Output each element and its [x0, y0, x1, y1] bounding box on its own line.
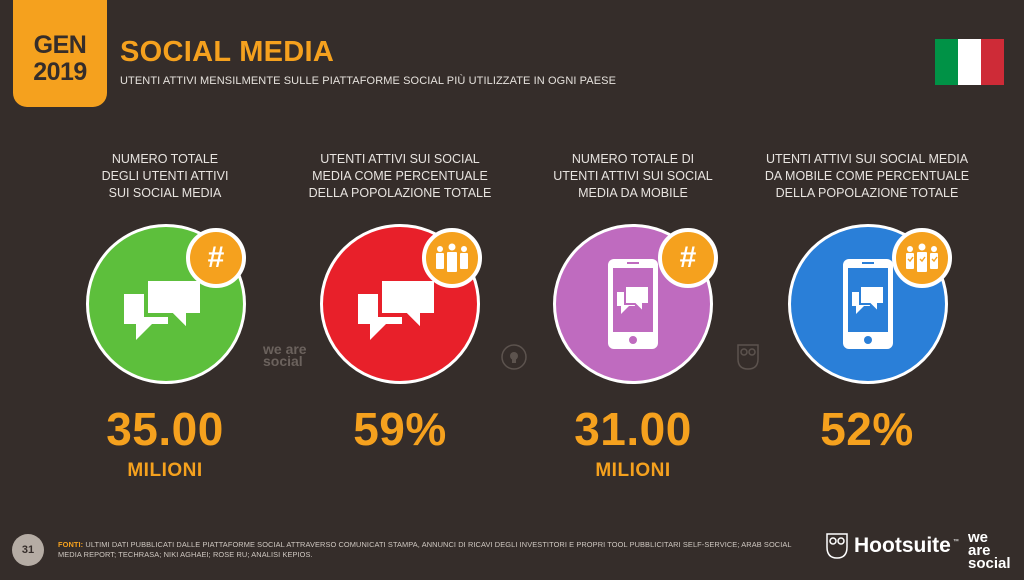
hootsuite-wordmark: Hootsuite	[854, 534, 951, 557]
we-are-social-watermark: we are social	[263, 341, 307, 369]
stat-value-total-users: 35.00	[106, 403, 224, 455]
stat-value-mobile-penetration: 52%	[820, 403, 914, 455]
stat-unit-mobile-users: MILIONI	[595, 460, 671, 481]
stat-label-total-users: NUMERO TOTALE DEGLI UTENTI ATTIVI SUI SO…	[101, 152, 229, 200]
logo-line-social: social	[968, 555, 1011, 572]
people-check-badge	[892, 228, 952, 288]
stat-label-penetration: UTENTI ATTIVI SUI SOCIAL MEDIA COME PERC…	[308, 152, 492, 200]
page-title: SOCIAL MEDIA	[120, 36, 335, 68]
badge-month: GEN	[33, 30, 87, 59]
mobile-chat-icon	[843, 259, 893, 349]
hashtag-badge: #	[658, 228, 718, 288]
sources-note: FONTI: ULTIMI DATI PUBBLICATI DALLE PIAT…	[58, 540, 798, 560]
hootsuite-logo: Hootsuite ™	[826, 533, 959, 559]
people-badge	[422, 228, 482, 288]
people-group-icon	[436, 243, 468, 272]
date-badge: GEN 2019	[13, 0, 107, 107]
stat-value-mobile-users: 31.00	[574, 403, 692, 455]
stat-unit-total-users: MILIONI	[127, 460, 203, 481]
stat-value-penetration: 59%	[353, 403, 447, 455]
trademark: ™	[952, 539, 959, 545]
people-check-icon	[906, 243, 938, 272]
page-subtitle: UTENTI ATTIVI MENSILMENTE SULLE PIATTAFO…	[120, 75, 617, 87]
owl-icon	[826, 533, 848, 559]
sources-label: FONTI:	[58, 540, 84, 549]
we-are-social-logo: we are social	[968, 529, 1011, 572]
hootsuite-owl-watermark-icon	[737, 344, 759, 370]
hashtag-icon: #	[679, 241, 697, 274]
chat-bubbles-icon	[358, 277, 438, 340]
sources-text: ULTIMI DATI PUBBLICATI DALLE PIATTAFORME…	[58, 540, 792, 559]
page-number: 31	[12, 534, 44, 566]
badge-year: 2019	[33, 57, 87, 86]
hashtag-icon: #	[207, 241, 225, 274]
lightbulb-icon	[501, 344, 527, 370]
mobile-chat-icon	[608, 259, 658, 349]
logo-line-we: we	[968, 529, 989, 546]
italy-flag-icon	[935, 39, 1004, 85]
logo-line-are: are	[968, 542, 991, 559]
stat-label-mobile-users: NUMERO TOTALE DI UTENTI ATTIVI SUI SOCIA…	[553, 152, 713, 200]
hashtag-badge: #	[186, 228, 246, 288]
stat-label-mobile-penetration: UTENTI ATTIVI SUI SOCIAL MEDIA DA MOBILE…	[764, 152, 970, 200]
